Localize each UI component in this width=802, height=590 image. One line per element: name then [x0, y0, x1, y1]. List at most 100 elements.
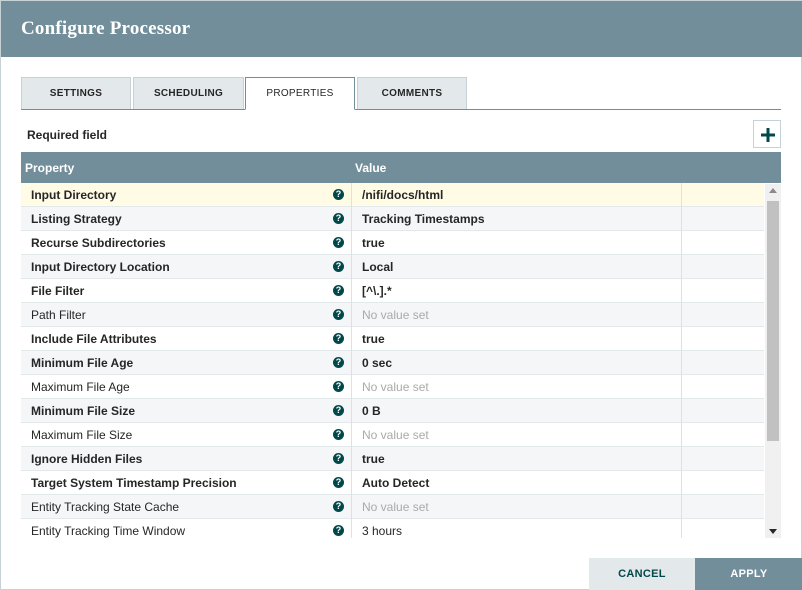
help-icon[interactable]: ? [333, 405, 344, 416]
table-row[interactable]: Minimum File Size? 0 B [21, 399, 764, 423]
help-icon[interactable]: ? [333, 381, 344, 392]
scrollbar-thumb[interactable] [767, 201, 779, 441]
tab-properties[interactable]: PROPERTIES [245, 77, 355, 110]
property-name: Maximum File Size [31, 428, 133, 442]
property-name: Include File Attributes [31, 332, 157, 346]
table-row[interactable]: Maximum File Size? No value set [21, 423, 764, 447]
property-value[interactable]: No value set [362, 428, 429, 442]
column-divider [351, 231, 352, 255]
table-row[interactable]: Target System Timestamp Precision? Auto D… [21, 471, 764, 495]
property-value[interactable]: 0 sec [362, 356, 393, 370]
help-icon[interactable]: ? [333, 477, 344, 488]
column-divider [351, 519, 352, 538]
column-divider [351, 471, 352, 495]
table-row[interactable]: Include File Attributes? true [21, 327, 764, 351]
help-icon[interactable]: ? [333, 453, 344, 464]
table-row[interactable]: Maximum File Age? No value set [21, 375, 764, 399]
table-row[interactable]: Listing Strategy? Tracking Timestamps [21, 207, 764, 231]
column-divider [681, 375, 682, 399]
column-divider [681, 495, 682, 519]
column-divider [681, 231, 682, 255]
tab-bar: SETTINGS SCHEDULING PROPERTIES COMMENTS [21, 77, 781, 110]
property-value[interactable]: /nifi/docs/html [362, 188, 444, 202]
property-name: Listing Strategy [31, 212, 122, 226]
table-row[interactable]: File Filter? [^\.].* [21, 279, 764, 303]
property-name: File Filter [31, 284, 85, 298]
tab-scheduling[interactable]: SCHEDULING [133, 77, 244, 109]
help-icon[interactable]: ? [333, 261, 344, 272]
table-row[interactable]: Input Directory? /nifi/docs/html [21, 183, 764, 207]
column-divider [681, 519, 682, 538]
column-divider [681, 183, 682, 207]
column-header-property: Property [25, 161, 75, 175]
property-value[interactable]: No value set [362, 308, 429, 322]
help-icon[interactable]: ? [333, 189, 344, 200]
property-name: Maximum File Age [31, 380, 130, 394]
column-divider [681, 207, 682, 231]
help-icon[interactable]: ? [333, 429, 344, 440]
column-divider [681, 327, 682, 351]
column-divider [351, 375, 352, 399]
column-divider [351, 303, 352, 327]
table-row[interactable]: Path Filter? No value set [21, 303, 764, 327]
property-name: Input Directory Location [31, 260, 170, 274]
column-header-value: Value [355, 161, 387, 175]
properties-table: Property Value Input Directory? /nifi/doc… [21, 152, 781, 538]
table-row[interactable]: Recurse Subdirectories? true [21, 231, 764, 255]
property-value[interactable]: true [362, 452, 385, 466]
plus-icon [761, 128, 775, 142]
apply-button[interactable]: APPLY [695, 558, 802, 590]
column-divider [681, 351, 682, 375]
table-row[interactable]: Minimum File Age? 0 sec [21, 351, 764, 375]
column-divider [681, 303, 682, 327]
property-value[interactable]: Local [362, 260, 394, 274]
help-icon[interactable]: ? [333, 525, 344, 536]
help-icon[interactable]: ? [333, 309, 344, 320]
property-value[interactable]: No value set [362, 500, 429, 514]
column-divider [351, 495, 352, 519]
tab-settings[interactable]: SETTINGS [21, 77, 131, 109]
property-value[interactable]: true [362, 332, 385, 346]
property-value[interactable]: 0 B [362, 404, 381, 418]
property-value[interactable]: [^\.].* [362, 284, 392, 298]
property-name: Minimum File Age [31, 356, 134, 370]
column-divider [681, 399, 682, 423]
table-row[interactable]: Ignore Hidden Files? true [21, 447, 764, 471]
scroll-down-arrow-icon[interactable] [769, 529, 777, 534]
column-divider [351, 447, 352, 471]
table-row[interactable]: Entity Tracking Time Window? 3 hours [21, 519, 764, 538]
help-icon[interactable]: ? [333, 213, 344, 224]
property-value[interactable]: 3 hours [362, 524, 403, 538]
help-icon[interactable]: ? [333, 357, 344, 368]
tab-comments[interactable]: COMMENTS [357, 77, 467, 109]
help-icon[interactable]: ? [333, 285, 344, 296]
help-icon[interactable]: ? [333, 501, 344, 512]
property-name: Path Filter [31, 308, 86, 322]
property-value[interactable]: true [362, 236, 385, 250]
table-row[interactable]: Input Directory Location? Local [21, 255, 764, 279]
help-icon[interactable]: ? [333, 333, 344, 344]
property-value[interactable]: No value set [362, 380, 429, 394]
property-name: Ignore Hidden Files [31, 452, 143, 466]
dialog-title: Configure Processor [21, 18, 191, 39]
scroll-up-arrow-icon[interactable] [769, 188, 777, 193]
property-value[interactable]: Auto Detect [362, 476, 430, 490]
property-name: Target System Timestamp Precision [31, 476, 237, 490]
add-property-button[interactable] [753, 120, 781, 148]
table-header: Property Value [21, 152, 781, 183]
property-name: Recurse Subdirectories [31, 236, 166, 250]
required-field-label: Required field [27, 128, 108, 142]
property-value[interactable]: Tracking Timestamps [362, 212, 485, 226]
cancel-button[interactable]: CANCEL [589, 558, 695, 590]
property-name: Entity Tracking State Cache [31, 500, 180, 514]
column-divider [351, 183, 352, 207]
column-divider [351, 423, 352, 447]
column-divider [351, 255, 352, 279]
help-icon[interactable]: ? [333, 237, 344, 248]
table-scrollbar[interactable] [765, 184, 781, 538]
column-divider [681, 279, 682, 303]
table-row[interactable]: Entity Tracking State Cache? No value set [21, 495, 764, 519]
dialog-header: Configure Processor [1, 1, 802, 57]
property-name: Entity Tracking Time Window [31, 524, 186, 538]
